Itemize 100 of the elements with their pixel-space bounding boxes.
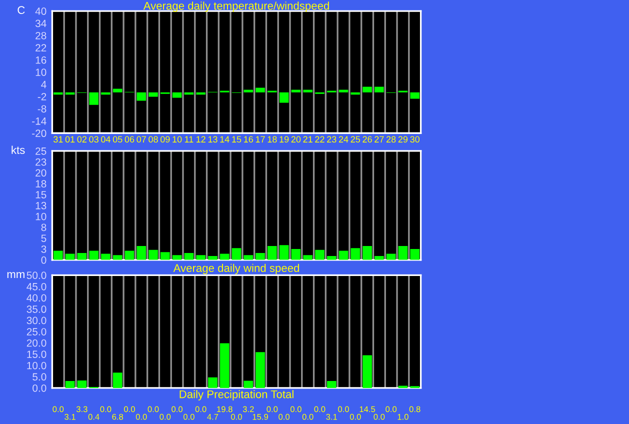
data-label: 1.0 bbox=[398, 414, 408, 420]
x-tick-label: 02 bbox=[77, 136, 86, 143]
bar bbox=[362, 355, 372, 388]
bar bbox=[65, 380, 75, 388]
data-label: 19.8 bbox=[217, 406, 232, 412]
y-tick-label: 18 bbox=[36, 180, 46, 188]
y-tick-label: 34 bbox=[35, 20, 46, 28]
x-tick-label: 28 bbox=[386, 136, 396, 143]
y-tick-label: 30.0 bbox=[26, 316, 46, 324]
bar bbox=[291, 249, 301, 260]
bar bbox=[374, 256, 384, 260]
x-tick-label: 19 bbox=[280, 136, 289, 143]
bar bbox=[244, 255, 254, 260]
data-label: 0.0 bbox=[278, 414, 290, 420]
bar bbox=[350, 248, 360, 260]
x-tick-label: 01 bbox=[65, 136, 75, 143]
bar bbox=[220, 343, 230, 388]
data-label: 0.0 bbox=[136, 414, 147, 420]
y-tick-label: 40.0 bbox=[26, 294, 46, 302]
chart-title: Average daily temperature/windspeed bbox=[143, 2, 329, 12]
data-label: 3.2 bbox=[242, 406, 254, 412]
data-label: 0.0 bbox=[314, 406, 326, 412]
y-tick-label: 23 bbox=[36, 158, 46, 166]
y-tick-label: 25 bbox=[36, 147, 46, 155]
data-label: 0.0 bbox=[183, 414, 194, 420]
y-tick-label: 28 bbox=[36, 32, 46, 40]
x-tick-label: 07 bbox=[136, 136, 146, 143]
x-tick-label: 13 bbox=[208, 136, 218, 143]
x-tick-label: 22 bbox=[315, 136, 324, 142]
x-tick-label: 12 bbox=[196, 136, 206, 142]
data-label: 4.7 bbox=[207, 414, 218, 420]
bar bbox=[148, 250, 158, 260]
x-tick-label: 04 bbox=[101, 136, 110, 143]
y-tick-label: 10.0 bbox=[27, 362, 46, 370]
x-tick-label: 09 bbox=[160, 136, 170, 143]
y-tick-label: 20.0 bbox=[26, 339, 46, 347]
y-tick-label: 5 bbox=[41, 234, 46, 242]
y-tick-label: 20 bbox=[36, 169, 46, 177]
x-tick-label: 30 bbox=[410, 136, 420, 143]
y-tick-label: 4 bbox=[41, 80, 46, 88]
data-label: 0.0 bbox=[350, 414, 361, 420]
data-label: 15.9 bbox=[252, 414, 268, 420]
bar bbox=[303, 255, 312, 260]
bar bbox=[136, 246, 146, 260]
x-tick-label: 24 bbox=[338, 136, 348, 142]
data-label: 0.0 bbox=[172, 406, 183, 412]
x-tick-label: 14 bbox=[220, 136, 230, 142]
y-axis-title: C bbox=[18, 6, 25, 14]
x-tick-label: 10 bbox=[172, 136, 182, 143]
bar bbox=[208, 256, 218, 260]
x-tick-label: 05 bbox=[112, 136, 122, 143]
y-tick-label: 50.0 bbox=[26, 272, 46, 280]
x-tick-label: 18 bbox=[268, 136, 277, 143]
bar bbox=[220, 254, 230, 260]
x-tick-label: 15 bbox=[232, 136, 242, 143]
y-tick-label: 22 bbox=[36, 44, 46, 52]
bar bbox=[232, 248, 242, 260]
x-tick-label: 11 bbox=[184, 136, 194, 142]
y-tick-label: -14 bbox=[32, 118, 46, 125]
bar bbox=[124, 250, 134, 260]
bar bbox=[184, 252, 194, 260]
bar bbox=[315, 250, 324, 260]
y-tick-label: 0 bbox=[41, 256, 46, 264]
y-tick-label: 13 bbox=[36, 202, 46, 210]
bar bbox=[101, 254, 110, 260]
bar bbox=[54, 250, 63, 260]
data-label: 0.4 bbox=[88, 414, 100, 420]
x-tick-label: 08 bbox=[148, 136, 158, 143]
bar bbox=[172, 255, 182, 260]
y-axis-title: kts bbox=[12, 146, 25, 154]
bar bbox=[196, 255, 206, 260]
data-label: 0.0 bbox=[52, 406, 64, 412]
y-tick-label: 3 bbox=[41, 246, 46, 253]
x-tick-label: 29 bbox=[398, 136, 408, 143]
y-tick-label: 15 bbox=[36, 191, 46, 198]
y-tick-label: 10 bbox=[36, 68, 46, 76]
y-tick-label: 0.0 bbox=[32, 384, 46, 392]
y-tick-label: 35.0 bbox=[26, 306, 46, 313]
data-label: 3.3 bbox=[76, 406, 88, 412]
x-tick-label: 25 bbox=[350, 136, 360, 143]
bar bbox=[326, 256, 336, 260]
bar bbox=[268, 246, 277, 260]
text: Daily Precipitation Total bbox=[180, 390, 294, 400]
data-label: 0.0 bbox=[160, 414, 171, 420]
data-label: 0.0 bbox=[266, 406, 278, 412]
y-tick-label: -2 bbox=[38, 93, 46, 100]
y-tick-label: 8 bbox=[41, 224, 46, 232]
bar bbox=[112, 372, 122, 388]
bar bbox=[256, 352, 265, 388]
data-label: 0.0 bbox=[100, 406, 112, 412]
x-tick-label: 26 bbox=[362, 136, 372, 143]
data-label: 0.0 bbox=[338, 406, 349, 412]
bar bbox=[338, 250, 348, 260]
y-tick-label: 25.0 bbox=[26, 328, 46, 336]
data-label: 0.0 bbox=[231, 414, 242, 420]
data-label: 0.0 bbox=[195, 406, 206, 412]
bar bbox=[398, 246, 408, 260]
data-label: 14.5 bbox=[360, 406, 376, 412]
data-label: 0.0 bbox=[148, 406, 159, 412]
y-tick-label: 5.0 bbox=[32, 373, 46, 381]
